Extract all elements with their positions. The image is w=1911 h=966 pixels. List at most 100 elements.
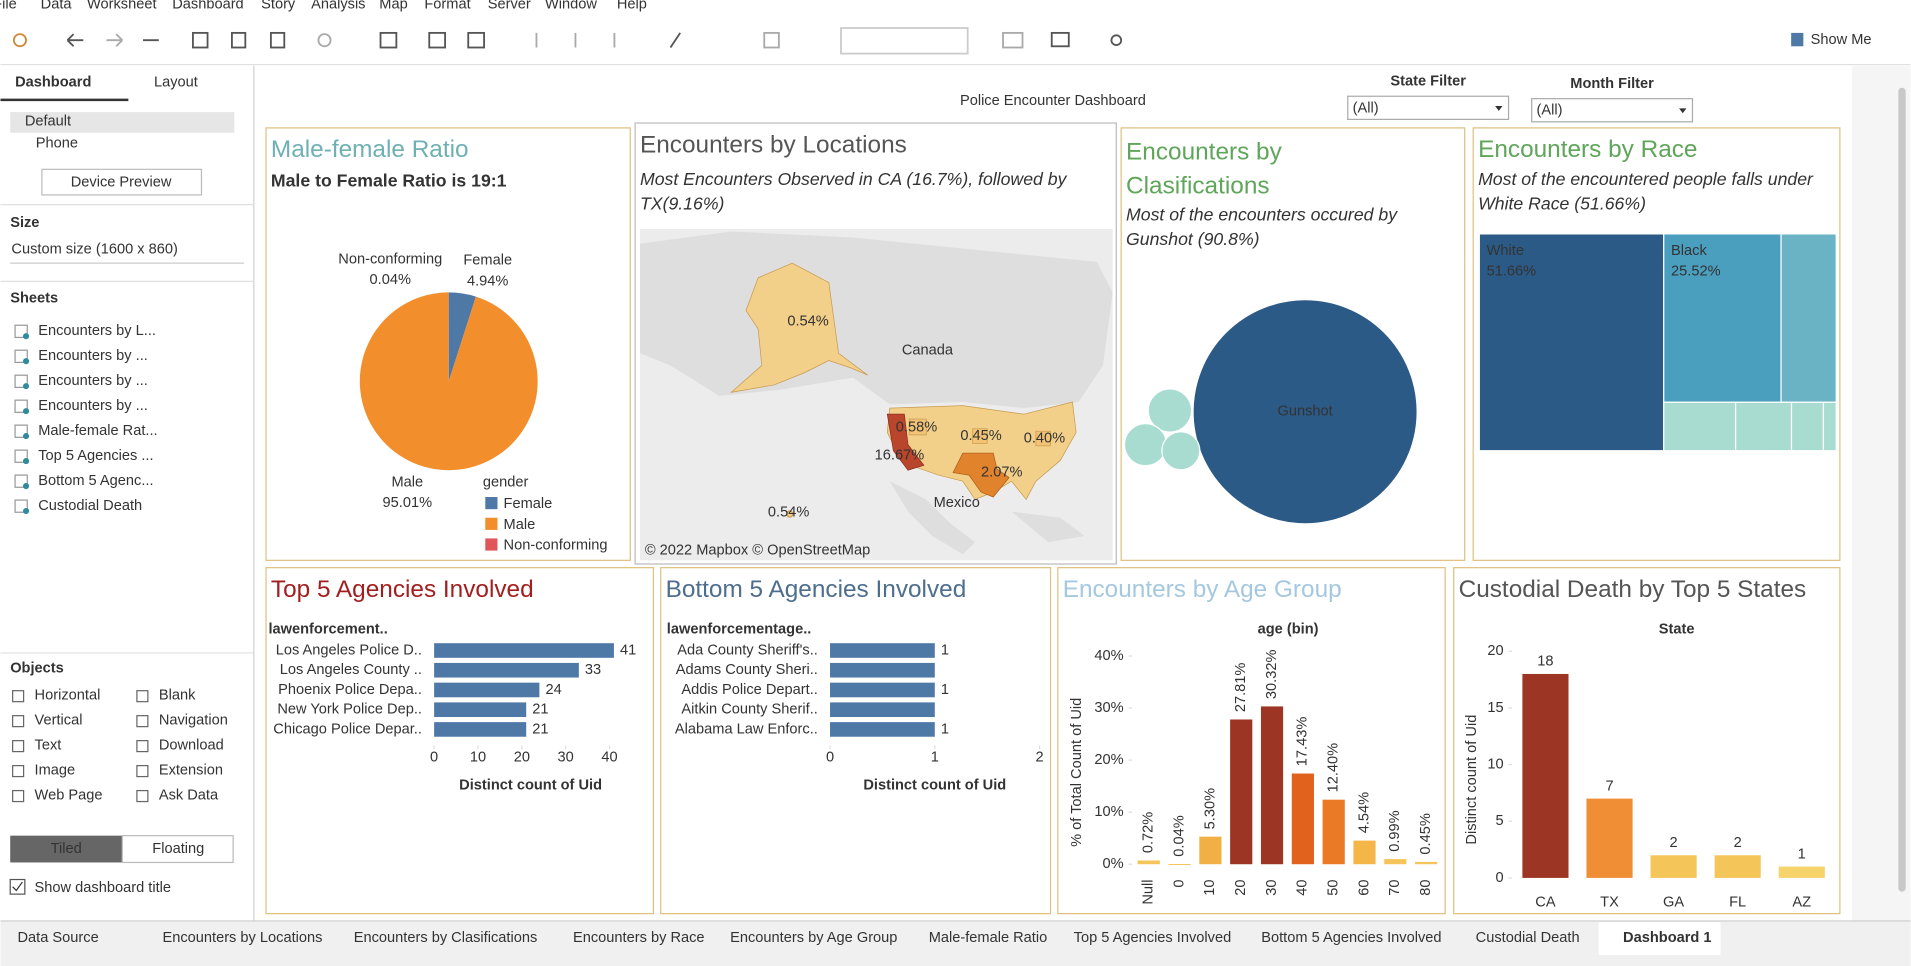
category-label: Los Angeles County .. bbox=[280, 662, 422, 678]
map-annotation: Canada bbox=[902, 343, 954, 359]
filter-value: (All) bbox=[1537, 103, 1563, 119]
treemap-cell bbox=[1734, 401, 1793, 452]
menu-item[interactable]: Worksheet bbox=[87, 0, 157, 13]
object-item[interactable]: Download bbox=[159, 737, 224, 753]
sheet-item[interactable]: Encounters by ... bbox=[38, 398, 148, 414]
sheet-status bbox=[22, 383, 30, 390]
y-axis-label: Distinct count of Uid bbox=[1464, 715, 1480, 845]
menu-item[interactable]: Map bbox=[379, 0, 407, 13]
object-item[interactable]: Extension bbox=[159, 762, 223, 778]
object-item[interactable]: Text bbox=[35, 737, 62, 753]
sheet-tab[interactable]: Encounters by Clasifications bbox=[354, 930, 538, 946]
chart-title-box: Top 5 Agencies Involved bbox=[271, 576, 534, 603]
value-label: 2 bbox=[1734, 835, 1742, 851]
bar bbox=[434, 682, 540, 698]
state bbox=[908, 418, 927, 436]
filter-dropdown[interactable] bbox=[1531, 98, 1694, 123]
sheet-status bbox=[22, 408, 30, 415]
object-icon bbox=[136, 715, 149, 728]
chart-title-box: Encounters by Age Group bbox=[1063, 576, 1342, 603]
map-credit: © 2022 Mapbox © OpenStreetMap bbox=[645, 542, 870, 558]
category-label: Ada County Sheriff's.. bbox=[677, 642, 818, 658]
value-label: 5.30% bbox=[1202, 788, 1218, 829]
panel bbox=[660, 567, 1052, 915]
map-label: 0.40% bbox=[1024, 430, 1065, 446]
x-tick-label: 50 bbox=[1326, 880, 1342, 896]
sidebar-tab[interactable]: Dashboard bbox=[15, 75, 91, 91]
object-item[interactable]: Blank bbox=[159, 687, 196, 703]
bar bbox=[830, 682, 935, 698]
chart-subtitle-box: Most of the encounters occured by Gunsho… bbox=[1126, 206, 1397, 250]
scrollbar[interactable] bbox=[1898, 87, 1906, 892]
bar bbox=[1522, 673, 1569, 878]
value-label: 1 bbox=[941, 642, 949, 658]
section-heading: Size bbox=[10, 215, 39, 231]
sheet-tab[interactable]: Dashboard 1 bbox=[1623, 930, 1712, 946]
menu-item[interactable]: Data bbox=[41, 0, 73, 13]
chart-title: Bottom 5 Agencies Involved bbox=[665, 576, 967, 603]
sheet-tab[interactable]: Top 5 Agencies Involved bbox=[1074, 930, 1232, 946]
sheet-item[interactable]: Encounters by ... bbox=[38, 348, 148, 364]
y-tick-label: 20 bbox=[1487, 643, 1503, 659]
sheet-item[interactable]: Encounters by ... bbox=[38, 373, 148, 389]
sheet-status bbox=[22, 507, 30, 515]
menu-item[interactable]: Story bbox=[261, 0, 296, 13]
treemap-cell bbox=[1663, 233, 1782, 403]
object-icon bbox=[12, 740, 25, 753]
menu-item[interactable]: Window bbox=[545, 0, 597, 13]
sheet-tab[interactable]: Encounters by Locations bbox=[162, 930, 322, 946]
sheet-item[interactable]: Custodial Death bbox=[38, 498, 142, 514]
treemap-cell bbox=[1663, 401, 1737, 452]
menu-item[interactable]: Server bbox=[488, 0, 531, 13]
show-me-button[interactable]: Show Me bbox=[1811, 32, 1872, 48]
sheet-tab[interactable]: Custodial Death bbox=[1476, 930, 1580, 946]
checkmark bbox=[12, 881, 23, 892]
sheet-tab[interactable]: Encounters by Race bbox=[573, 930, 705, 946]
y-tick-label: 15 bbox=[1487, 700, 1503, 716]
menu-item[interactable]: File bbox=[0, 0, 17, 13]
x-tick-label: 30 bbox=[558, 750, 574, 766]
value-label: 0.04% bbox=[1171, 815, 1187, 856]
device-preview-button[interactable] bbox=[41, 168, 203, 196]
sheet-item[interactable]: Encounters by L... bbox=[38, 323, 156, 339]
chart-title: Encounters by Locations bbox=[639, 131, 907, 159]
menu-item[interactable]: Dashboard bbox=[172, 0, 243, 13]
object-item[interactable]: Web Page bbox=[35, 787, 103, 803]
sheet-tab[interactable]: Bottom 5 Agencies Involved bbox=[1261, 930, 1441, 946]
floating-button[interactable] bbox=[121, 835, 234, 864]
sheet-item[interactable]: Top 5 Agencies ... bbox=[38, 448, 153, 464]
filter-dropdown[interactable] bbox=[1347, 95, 1510, 120]
x-axis-label: Distinct count of Uid bbox=[459, 778, 602, 794]
value-label: 17.43% bbox=[1295, 717, 1311, 767]
object-item[interactable]: Image bbox=[35, 762, 76, 778]
chart-title-box: Encounters by Race bbox=[1478, 136, 1697, 163]
object-item[interactable]: Horizontal bbox=[35, 687, 101, 703]
menu-item[interactable]: Analysis bbox=[311, 0, 365, 13]
size-select[interactable]: Custom size (1600 x 860) bbox=[11, 242, 177, 258]
object-item[interactable]: Ask Data bbox=[159, 787, 219, 803]
land bbox=[639, 231, 1113, 409]
sheet-icon bbox=[14, 474, 28, 488]
bar bbox=[1586, 798, 1633, 878]
bubble bbox=[1123, 422, 1168, 467]
slice-label: Non-conforming bbox=[338, 251, 442, 267]
sheet-item[interactable]: Male-female Rat... bbox=[38, 423, 157, 439]
device-option[interactable]: Phone bbox=[36, 136, 78, 152]
value-label: 21 bbox=[532, 702, 548, 718]
sidebar-tab[interactable]: Layout bbox=[154, 75, 198, 91]
device-option[interactable]: Default bbox=[25, 114, 71, 130]
menu-item[interactable]: Format bbox=[424, 0, 470, 13]
menu-item[interactable]: Help bbox=[617, 0, 647, 13]
object-item[interactable]: Vertical bbox=[35, 712, 83, 728]
checkbox[interactable] bbox=[9, 878, 26, 895]
x-tick-label: 70 bbox=[1387, 880, 1403, 896]
x-tick-label: 2 bbox=[1035, 750, 1043, 766]
sheet-item[interactable]: Bottom 5 Agenc... bbox=[38, 473, 153, 489]
sheet-tab[interactable]: Encounters by Age Group bbox=[730, 930, 897, 946]
sheet-tab[interactable]: Data Source bbox=[18, 930, 99, 946]
object-item[interactable]: Navigation bbox=[159, 712, 228, 728]
x-tick-label: AZ bbox=[1792, 895, 1811, 911]
chart-title-box: Encounters by Locations bbox=[639, 131, 907, 159]
tiled-button[interactable] bbox=[10, 835, 123, 863]
sheet-tab[interactable]: Male-female Ratio bbox=[929, 930, 1048, 946]
